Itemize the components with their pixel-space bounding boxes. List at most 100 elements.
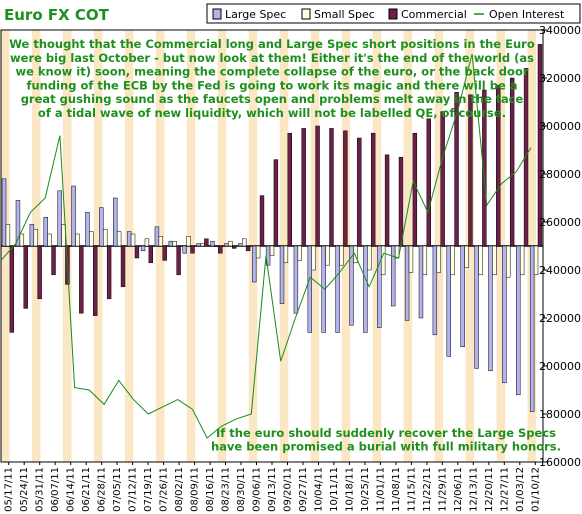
x-tick-label: 01/03/12 — [515, 467, 526, 512]
annotation-top: We thought that the Commercial long and … — [9, 37, 535, 120]
commercial-bar — [120, 245, 126, 288]
small-spec-bar — [380, 245, 386, 276]
y-tick-label: 160000 — [539, 456, 581, 469]
commercial-bar — [315, 125, 320, 247]
large-spec-bar — [404, 245, 410, 321]
small-spec-bar — [19, 233, 25, 247]
commercial-bar — [440, 111, 445, 247]
small-spec-bar — [367, 245, 372, 271]
y-tick-label: 200000 — [539, 360, 581, 373]
x-tick-label: 06/14/11 — [66, 467, 77, 512]
commercial-bar — [329, 128, 334, 247]
legend-swatch-small-spec — [301, 8, 311, 20]
x-tick-label: 08/23/11 — [221, 467, 232, 512]
large-spec-bar — [238, 243, 243, 247]
y-tick-label: 340000 — [539, 24, 581, 37]
legend-label-small-spec: Small Spec — [314, 8, 375, 21]
large-spec-bar — [335, 245, 340, 333]
commercial-bar — [287, 132, 292, 247]
large-spec-bar — [293, 245, 299, 314]
x-tick-label: 09/27/11 — [298, 467, 309, 512]
small-spec-bar — [144, 238, 150, 247]
small-spec-bar — [478, 245, 483, 276]
annotation-top-line: we know it) soon, meaning the complete c… — [15, 65, 528, 79]
large-spec-bar — [29, 224, 35, 247]
small-spec-bar — [283, 245, 289, 264]
annotation-bottom-line: have been promised a burial with full mi… — [211, 440, 561, 454]
x-tick-label: 07/05/11 — [112, 467, 123, 512]
y-axis: 160000 180000 200000 220000 240000 260000 2800… — [539, 24, 581, 469]
large-spec-bar — [516, 245, 521, 396]
small-spec-bar — [116, 231, 122, 247]
annotation-bottom: If the euro should suddenly recover the … — [211, 426, 561, 454]
x-tick-label: 08/02/11 — [174, 467, 185, 512]
small-spec-bar — [450, 245, 455, 276]
small-spec-bar — [242, 238, 247, 247]
small-spec-bar — [103, 228, 108, 247]
small-spec-bar — [297, 245, 302, 261]
large-spec-bar — [15, 200, 21, 247]
annotation-top-line: great gushing sound as the faucets open … — [21, 92, 524, 106]
small-spec-bar — [47, 233, 52, 247]
commercial-bar — [426, 118, 431, 247]
x-tick-label: 07/26/11 — [159, 467, 170, 512]
annotation-top-line: funding of the ECB by the Fed is going t… — [26, 78, 517, 92]
x-tick-label: 12/13/11 — [468, 467, 479, 512]
x-tick-label: 12/06/11 — [453, 467, 464, 512]
commercial-bar — [106, 245, 112, 300]
commercial-bar — [523, 68, 529, 247]
large-spec-bar — [349, 245, 354, 326]
large-spec-bar — [252, 245, 257, 283]
x-tick-label: 05/31/11 — [35, 467, 46, 512]
x-tick-label: 09/20/11 — [283, 467, 294, 512]
legend: Large Spec Small Spec Commercial Open In… — [206, 3, 581, 24]
x-tick-label: 01/10/12 — [530, 467, 541, 512]
large-spec-bar — [418, 245, 424, 319]
large-spec-bar — [99, 207, 104, 247]
small-spec-bar — [186, 236, 191, 247]
x-tick-label: 06/21/11 — [81, 467, 92, 512]
legend-label-open-interest: Open Interest — [489, 8, 565, 21]
commercial-bar — [190, 245, 195, 254]
x-tick-label: 06/07/11 — [50, 467, 61, 512]
open-interest-line — [0, 53, 532, 439]
small-spec-bar — [255, 245, 261, 259]
commercial-bar — [509, 77, 515, 247]
large-spec-bar — [154, 226, 160, 247]
x-tick-label: 11/22/11 — [422, 467, 433, 512]
small-spec-bar — [158, 236, 164, 247]
small-spec-bar — [172, 240, 177, 247]
small-spec-bar — [311, 245, 316, 271]
legend-label-large-spec: Large Spec — [225, 8, 286, 21]
x-tick-label: 10/18/11 — [344, 467, 355, 512]
large-spec-bar — [432, 245, 438, 336]
commercial-bar — [412, 132, 418, 247]
small-spec-bar — [492, 245, 497, 276]
large-spec-bar — [196, 243, 201, 247]
x-tick-label: 07/19/11 — [143, 467, 154, 512]
x-tick-label: 12/27/11 — [499, 467, 510, 512]
commercial-bar — [176, 245, 181, 276]
x-tick-label: 11/15/11 — [406, 467, 417, 512]
commercial-bar — [398, 156, 404, 247]
small-spec-bar — [436, 245, 441, 273]
commercial-bar — [496, 84, 501, 247]
commercial-bar — [204, 238, 209, 247]
x-tick-label: 12/20/11 — [484, 467, 495, 512]
legend-swatch-commercial — [388, 8, 398, 20]
commercial-bar — [218, 245, 223, 254]
small-spec-bar — [130, 233, 136, 247]
small-spec-bar — [506, 245, 511, 278]
x-tick-label: 08/16/11 — [205, 467, 216, 512]
x-tick-label: 10/11/11 — [329, 467, 340, 512]
large-spec-bar — [321, 245, 326, 333]
large-spec-bar — [474, 245, 479, 369]
commercial-bar — [273, 159, 279, 247]
y-tick-label: 220000 — [539, 312, 581, 325]
commercial-bar — [370, 132, 376, 247]
large-spec-bar — [71, 185, 76, 247]
small-spec-bar — [269, 245, 275, 256]
annotation-bottom-line: If the euro should suddenly recover the … — [216, 426, 556, 440]
small-spec-bars — [5, 224, 539, 278]
x-tick-label: 08/09/11 — [190, 467, 201, 512]
